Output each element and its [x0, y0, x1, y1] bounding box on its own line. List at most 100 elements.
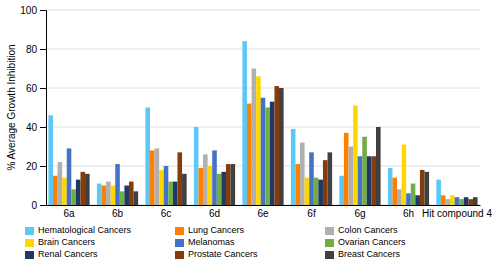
legend-item: Ovarian Cancers [325, 237, 406, 247]
legend-label: Breast Cancers [338, 249, 401, 259]
grid [46, 10, 480, 205]
bar [446, 199, 451, 205]
legend-swatch [175, 227, 184, 235]
legend-swatch [175, 239, 184, 247]
y-axis: 0 20 40 60 80 100 [20, 5, 46, 211]
bar [473, 197, 478, 205]
bar [212, 150, 217, 205]
bar [168, 182, 173, 205]
bar [106, 182, 111, 205]
tick-label: 6e [257, 208, 269, 219]
bar [124, 186, 129, 206]
bar [155, 148, 160, 205]
bar [397, 189, 402, 205]
bar [314, 178, 319, 205]
bar [221, 172, 226, 205]
bar [48, 115, 53, 205]
bar [300, 143, 305, 205]
bar [406, 193, 411, 205]
legend-swatch [325, 239, 334, 247]
legend-label: Ovarian Cancers [338, 237, 406, 247]
x-tick: Hit compound 4 [422, 205, 492, 219]
bar [247, 104, 252, 205]
bar [353, 106, 358, 205]
axis-line [40, 11, 47, 206]
tick-label: 6f [307, 208, 316, 219]
tick-label: 60 [26, 83, 38, 94]
x-tick: 6f [307, 205, 316, 219]
grid-line [46, 49, 480, 50]
bar [129, 182, 134, 205]
tick-label: 6a [63, 208, 75, 219]
legend-item: Renal Cancers [25, 249, 98, 259]
legend-item: Colon Cancers [325, 225, 398, 235]
bar [120, 191, 125, 205]
tick-label: 20 [26, 161, 38, 172]
bar [455, 197, 460, 205]
bar [291, 129, 296, 205]
bar [194, 127, 199, 205]
bar [265, 108, 270, 206]
legend-item: Lung Cancers [175, 225, 245, 235]
tick-label: 40 [26, 122, 38, 133]
grid-line [46, 88, 480, 89]
bar [150, 150, 155, 205]
bar [339, 176, 344, 205]
bar [402, 145, 407, 205]
bar [464, 197, 469, 205]
chart: 0 20 40 60 80 100 6a 6b 6c 6d 6e 6f 6g 6h Hit compound… [0, 0, 500, 267]
bar [101, 186, 106, 206]
bar [323, 160, 328, 205]
bar [309, 152, 314, 205]
bar [53, 176, 58, 205]
bar [388, 168, 393, 205]
bar [203, 154, 208, 205]
bar [305, 178, 310, 205]
x-tick: 6e [257, 205, 269, 219]
bar [371, 156, 376, 205]
tick-mark [40, 166, 46, 167]
bar [111, 186, 116, 206]
legend-swatch [175, 251, 184, 259]
y-tick: 40 [26, 122, 46, 133]
bar [270, 102, 275, 205]
x-tick: 6c [161, 205, 172, 219]
legend-item: Brain Cancers [25, 237, 96, 247]
bar [411, 184, 416, 205]
x-tick: 6g [354, 205, 365, 219]
tick-label: Hit compound 4 [422, 208, 492, 219]
bar [58, 162, 63, 205]
bar [217, 174, 222, 205]
tick-label: 6d [209, 208, 220, 219]
bar [252, 69, 257, 206]
bar [208, 166, 213, 205]
tick-label: 6b [112, 208, 124, 219]
tick-label: 6h [403, 208, 414, 219]
bar [71, 189, 76, 205]
tick-label: 6c [161, 208, 172, 219]
bar [392, 178, 397, 205]
bar [367, 156, 372, 205]
bar [415, 195, 420, 205]
tick-label: 80 [26, 44, 38, 55]
bar [134, 191, 139, 205]
bar [159, 170, 164, 205]
tick-mark [40, 88, 46, 89]
bar [177, 152, 182, 205]
bar [318, 180, 323, 205]
bar [226, 164, 231, 205]
bar [425, 172, 430, 205]
y-tick: 20 [26, 161, 46, 172]
x-axis: 6a 6b 6c 6d 6e 6f 6g 6h Hit compound 4 [47, 205, 493, 219]
bar [362, 137, 367, 205]
legend-item: Hematological Cancers [25, 225, 132, 235]
y-tick: 0 [31, 200, 46, 211]
legend: Hematological Cancers Lung Cancers Colon C… [25, 225, 406, 259]
bar [420, 170, 425, 205]
bar [274, 86, 279, 205]
bar [261, 98, 266, 205]
y-tick: 100 [20, 5, 46, 16]
tick-label: 100 [20, 5, 37, 16]
bar [67, 148, 72, 205]
bar [80, 172, 85, 205]
